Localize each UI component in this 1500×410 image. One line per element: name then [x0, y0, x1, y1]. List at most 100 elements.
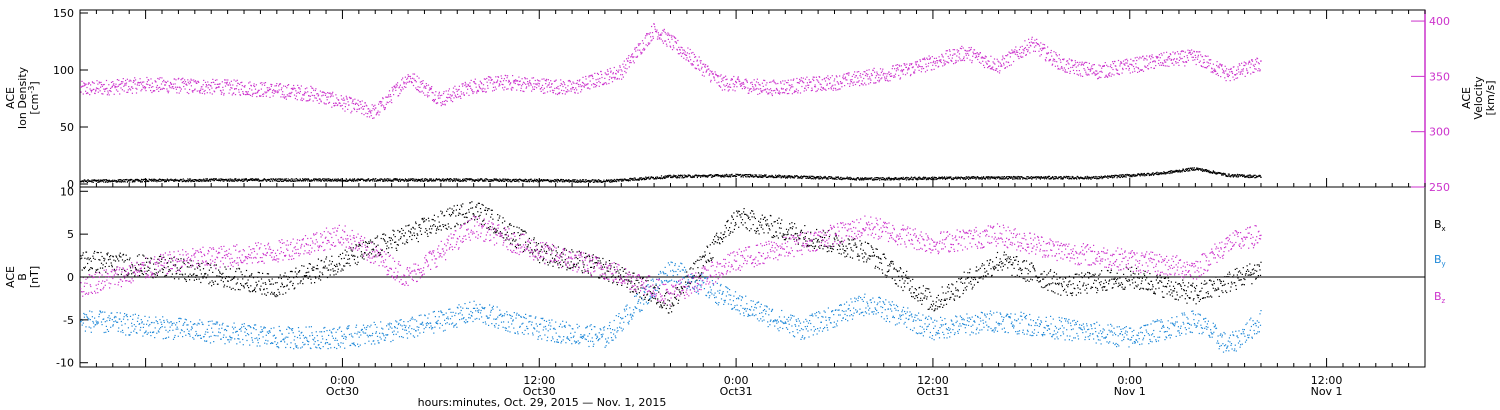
velocity-point — [352, 100, 354, 102]
density-point — [655, 176, 657, 178]
density-point — [152, 179, 154, 181]
velocity-point — [976, 56, 978, 58]
velocity-point — [647, 33, 649, 35]
velocity-point — [363, 108, 365, 110]
velocity-point — [914, 69, 916, 71]
velocity-point — [126, 91, 128, 93]
velocity-point — [1122, 67, 1124, 69]
density-point — [735, 176, 737, 178]
density-point — [747, 175, 749, 178]
density-point — [1097, 178, 1099, 180]
velocity-point — [250, 85, 252, 87]
density-point — [717, 174, 719, 176]
velocity-point — [650, 36, 652, 38]
density-point — [98, 179, 100, 181]
velocity-point — [206, 85, 208, 87]
velocity-point — [304, 88, 306, 90]
density-point — [565, 180, 567, 182]
density-point — [816, 177, 818, 179]
velocity-point — [656, 31, 658, 33]
density-point — [159, 178, 161, 180]
velocity-point — [421, 90, 423, 92]
density-point — [329, 180, 331, 182]
density-point — [914, 176, 916, 178]
velocity-point — [538, 83, 540, 85]
velocity-point — [346, 97, 348, 99]
density-point — [737, 173, 739, 175]
velocity-point — [274, 90, 277, 92]
velocity-point — [1162, 64, 1165, 67]
density-point — [1052, 176, 1054, 178]
velocity-point — [1125, 62, 1127, 64]
density-point — [923, 178, 926, 180]
velocity-point — [739, 83, 741, 85]
velocity-point — [621, 70, 623, 72]
velocity-point — [1233, 66, 1235, 68]
velocity-point — [699, 60, 701, 62]
velocity-point — [294, 88, 296, 90]
velocity-point — [160, 83, 163, 85]
density-point — [439, 180, 441, 182]
velocity-point — [238, 91, 240, 93]
density-point — [574, 179, 576, 181]
velocity-point — [464, 81, 466, 83]
velocity-point — [667, 38, 669, 40]
velocity-point — [100, 81, 102, 83]
velocity-point — [1243, 64, 1245, 67]
density-point — [660, 178, 662, 180]
density-point — [1128, 174, 1130, 176]
density-point — [308, 178, 310, 180]
density-point — [254, 179, 256, 182]
velocity-point — [852, 84, 854, 86]
density-point — [1087, 176, 1089, 178]
velocity-point — [437, 102, 439, 104]
velocity-point — [189, 88, 191, 91]
velocity-point — [1107, 65, 1109, 68]
velocity-point — [534, 79, 536, 82]
velocity-point — [232, 84, 234, 86]
velocity-point — [97, 83, 99, 85]
density-point — [1013, 175, 1015, 178]
density-point — [569, 180, 571, 183]
density-point — [445, 180, 447, 182]
density-point — [928, 178, 930, 180]
density-point — [957, 176, 959, 178]
velocity-point — [690, 63, 692, 65]
density-point — [721, 174, 723, 176]
density-point — [411, 179, 413, 181]
velocity-point — [844, 76, 847, 78]
velocity-point — [164, 84, 166, 86]
density-point — [245, 178, 247, 180]
velocity-point — [1136, 56, 1138, 58]
velocity-point — [1117, 69, 1119, 71]
velocity-point — [240, 82, 242, 84]
density-point — [943, 177, 945, 179]
density-point — [290, 180, 292, 182]
velocity-point — [427, 84, 430, 86]
density-point — [522, 180, 525, 182]
density-point — [432, 180, 434, 182]
velocity-point — [243, 93, 245, 95]
density-point — [108, 180, 110, 182]
density-point — [335, 178, 337, 180]
velocity-point — [898, 64, 900, 66]
density-point — [724, 176, 726, 178]
velocity-point — [285, 96, 287, 98]
velocity-point — [987, 67, 989, 69]
velocity-point — [141, 81, 143, 83]
velocity-point — [642, 49, 644, 51]
density-point — [137, 180, 139, 182]
velocity-point — [1206, 66, 1209, 68]
density-point — [468, 178, 470, 180]
density-point — [714, 175, 716, 177]
velocity-point — [319, 90, 321, 92]
velocity-point — [407, 75, 410, 77]
velocity-point — [428, 95, 430, 97]
density-point — [593, 179, 595, 181]
velocity-point — [484, 78, 486, 80]
density-point — [639, 177, 641, 179]
velocity-point — [670, 46, 672, 48]
density-point — [374, 180, 376, 182]
velocity-point — [519, 80, 521, 82]
density-point — [865, 178, 867, 180]
